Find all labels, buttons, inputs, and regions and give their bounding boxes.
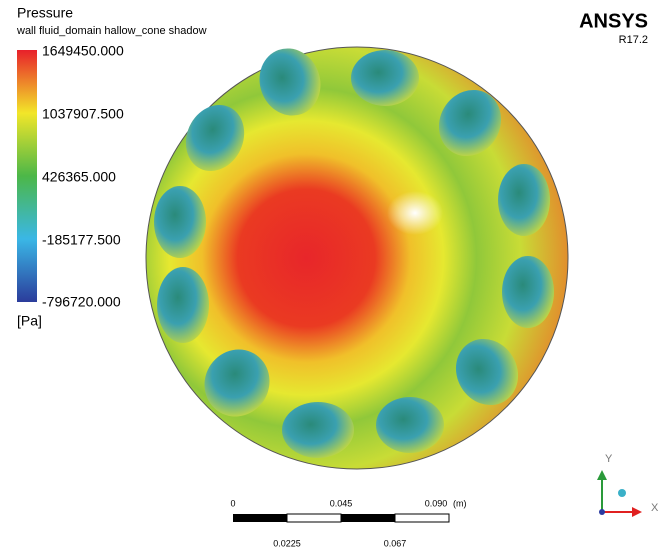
contour-disc: [145, 46, 569, 470]
legend-label: 1649450.000: [42, 43, 124, 59]
legend-label: -796720.000: [42, 294, 121, 310]
scale-bar: [233, 513, 450, 523]
axis-label: Y: [605, 453, 613, 465]
brand-version: R17.2: [619, 34, 648, 46]
scale-label: 0: [230, 498, 235, 508]
legend-label: -185177.500: [42, 232, 121, 248]
scale-label: 0.067: [384, 538, 407, 547]
axis-triad: [597, 470, 642, 517]
legend-title: Pressure: [17, 5, 73, 21]
colorbar: [17, 50, 37, 302]
scale-label: 0.045: [330, 498, 353, 508]
scale-label: 0.090: [425, 498, 448, 508]
legend-label: 1037907.500: [42, 106, 124, 122]
axis-label: X: [651, 502, 659, 514]
legend-unit: [Pa]: [17, 313, 42, 329]
brand-name: ANSYS: [579, 10, 648, 32]
scale-label: 0.0225: [273, 538, 301, 547]
legend-subtitle: wall fluid_domain hallow_cone shadow: [16, 25, 207, 37]
legend-label: 426365.000: [42, 169, 116, 185]
scale-unit: (m): [453, 498, 467, 508]
